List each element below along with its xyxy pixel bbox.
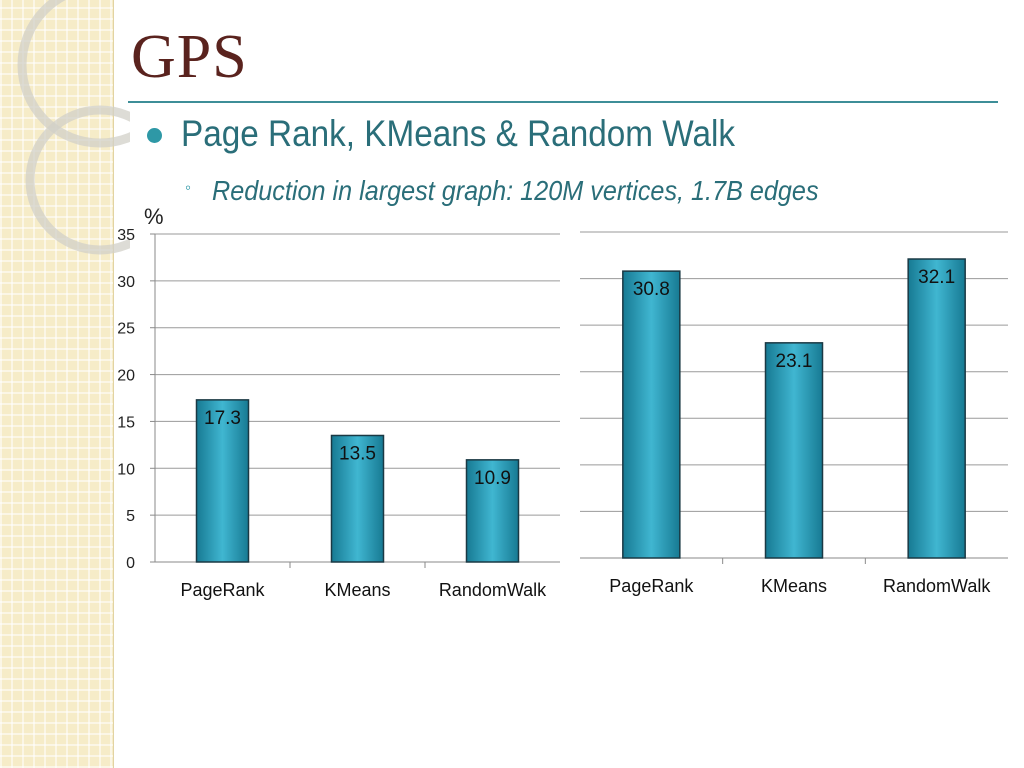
- y-tick-label: 10: [117, 461, 135, 478]
- sub-bullet-text: Reduction in largest graph: 120M vertice…: [212, 175, 819, 206]
- bar: [764, 342, 824, 559]
- y-axis-label: %: [144, 204, 164, 229]
- y-tick-label: 25: [117, 321, 135, 338]
- y-tick-label: 30: [117, 274, 135, 291]
- sub-bullet-ring-icon: ◦: [185, 178, 192, 197]
- bar: [330, 434, 385, 563]
- x-category-label: PageRank: [609, 576, 694, 596]
- y-tick-label: 20: [117, 368, 135, 385]
- slide-title: GPS: [131, 23, 248, 91]
- x-category-label: KMeans: [324, 580, 390, 600]
- y-tick-label: 5: [126, 508, 135, 525]
- bar-data-label: 23.1: [776, 351, 813, 372]
- chart-left: 0 5 10 15 20 25 30 35% 17.3 PageRank 13.5 KMeans 10.…: [117, 204, 560, 600]
- bar: [622, 270, 681, 559]
- x-category-label: RandomWalk: [439, 580, 547, 600]
- bar-data-label: 32.1: [918, 267, 955, 288]
- y-tick-label: 35: [117, 227, 135, 244]
- title-divider: [128, 101, 998, 103]
- bar-data-label: 10.9: [474, 468, 511, 489]
- y-tick-label: 0: [126, 555, 135, 572]
- main-bullet-text: Page Rank, KMeans & Random Walk: [181, 113, 736, 154]
- chart-right: 30.8 PageRank 23.1 KMeans 32.1 RandomWalk: [580, 231, 1008, 596]
- bar: [195, 399, 250, 563]
- y-tick-label: 15: [117, 414, 135, 431]
- bullet-dot-icon: [147, 128, 162, 143]
- bar-data-label: 30.8: [633, 279, 670, 300]
- bar-data-label: 13.5: [339, 443, 376, 464]
- bar: [465, 459, 520, 563]
- x-category-label: KMeans: [761, 576, 827, 596]
- bar-data-label: 17.3: [204, 408, 241, 429]
- x-category-label: RandomWalk: [883, 576, 991, 596]
- bar: [907, 258, 966, 559]
- x-category-label: PageRank: [180, 580, 265, 600]
- decorative-rings: [17, 0, 130, 255]
